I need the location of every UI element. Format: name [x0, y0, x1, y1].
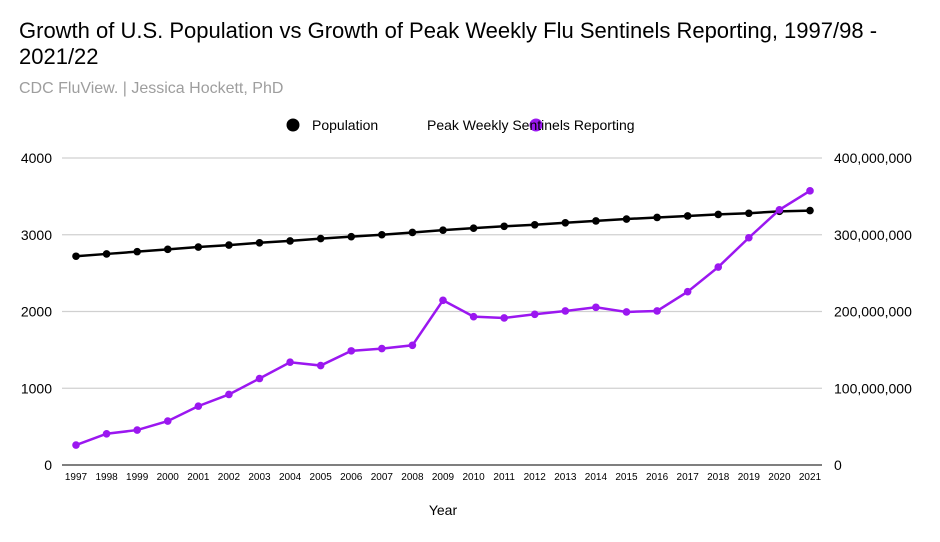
data-point	[653, 307, 661, 315]
legend-label: Peak Weekly Sentinels Reporting	[427, 117, 635, 133]
data-point	[347, 347, 356, 355]
data-point	[806, 206, 814, 215]
left-tick-label: 2000	[21, 304, 52, 320]
x-tick-label: 2009	[432, 472, 455, 483]
data-point	[72, 441, 80, 449]
x-tick-label: 2005	[310, 472, 333, 483]
data-point	[500, 314, 508, 322]
data-point	[714, 210, 723, 219]
x-tick-label: 2006	[340, 472, 363, 483]
data-point	[622, 308, 631, 316]
data-point	[225, 241, 233, 249]
data-point	[102, 250, 111, 258]
x-tick-label: 2018	[707, 472, 730, 483]
data-point	[225, 390, 233, 399]
left-tick-label: 3000	[21, 227, 52, 243]
x-tick-label: 2000	[157, 472, 180, 483]
data-point	[408, 341, 417, 350]
data-point	[255, 374, 264, 383]
data-point	[439, 296, 447, 305]
x-tick-label: 2004	[279, 472, 302, 483]
x-tick-label: 2019	[738, 472, 761, 483]
data-point	[316, 234, 325, 243]
data-point	[163, 245, 172, 254]
x-tick-label: 2014	[585, 472, 608, 483]
right-tick-label: 400,000,000	[834, 150, 912, 166]
data-point	[561, 307, 570, 315]
data-point	[255, 239, 264, 247]
data-point	[592, 217, 600, 225]
data-point	[469, 312, 478, 321]
data-point	[408, 228, 417, 237]
data-point	[316, 361, 325, 370]
data-point	[592, 303, 600, 312]
left-tick-label: 4000	[21, 150, 52, 166]
x-tick-label: 2012	[524, 472, 547, 483]
chart-subtitle: CDC FluView. | Jessica Hockett, PhD	[19, 80, 284, 97]
x-tick-label: 1998	[95, 472, 118, 483]
x-tick-label: 2001	[187, 472, 210, 483]
x-tick-label: 2015	[615, 472, 638, 483]
data-point	[683, 287, 692, 296]
x-tick-label: 2011	[493, 472, 515, 483]
data-point	[714, 263, 723, 271]
chart-title: Growth of U.S. Population vs Growth of P…	[19, 18, 878, 69]
right-tick-label: 0	[834, 457, 842, 473]
data-point	[745, 209, 753, 218]
x-tick-label: 2016	[646, 472, 669, 483]
x-tick-label: 2013	[554, 472, 577, 483]
data-point	[102, 429, 111, 438]
legend-marker	[286, 118, 300, 132]
x-tick-label: 2020	[768, 472, 791, 483]
x-tick-label: 2010	[462, 472, 485, 483]
x-tick-label: 2007	[371, 472, 394, 483]
x-axis-title: Year	[429, 502, 458, 518]
left-tick-label: 1000	[21, 380, 52, 396]
data-point	[163, 417, 172, 425]
x-tick-label: 1997	[65, 472, 88, 483]
x-tick-label: 2017	[677, 472, 700, 483]
data-point	[806, 187, 814, 195]
data-point	[286, 237, 294, 245]
data-point	[194, 243, 203, 251]
data-point	[72, 252, 80, 261]
data-point	[745, 233, 753, 242]
data-point	[347, 232, 356, 241]
x-tick-label: 2002	[218, 472, 241, 483]
data-point	[133, 247, 141, 256]
data-point	[286, 358, 294, 367]
data-point	[469, 224, 478, 232]
legend-label: Population	[312, 117, 378, 133]
data-point	[622, 215, 631, 223]
legend-marker	[529, 118, 543, 132]
left-tick-label: 0	[44, 457, 52, 473]
right-tick-label: 300,000,000	[834, 227, 912, 243]
x-tick-label: 1999	[126, 472, 149, 483]
data-point	[775, 206, 784, 214]
x-tick-label: 2008	[401, 472, 424, 483]
data-point	[378, 344, 386, 353]
data-point	[530, 310, 539, 319]
data-point	[530, 220, 539, 229]
data-point	[439, 226, 447, 234]
data-point	[500, 222, 508, 231]
data-point	[683, 212, 692, 220]
right-tick-label: 100,000,000	[834, 380, 912, 396]
data-point	[653, 213, 661, 222]
x-tick-label: 2003	[248, 472, 271, 483]
right-tick-label: 200,000,000	[834, 304, 912, 320]
x-tick-label: 2021	[799, 472, 822, 483]
data-point	[561, 218, 570, 227]
data-point	[378, 230, 386, 239]
data-point	[194, 402, 203, 410]
data-point	[133, 426, 141, 434]
